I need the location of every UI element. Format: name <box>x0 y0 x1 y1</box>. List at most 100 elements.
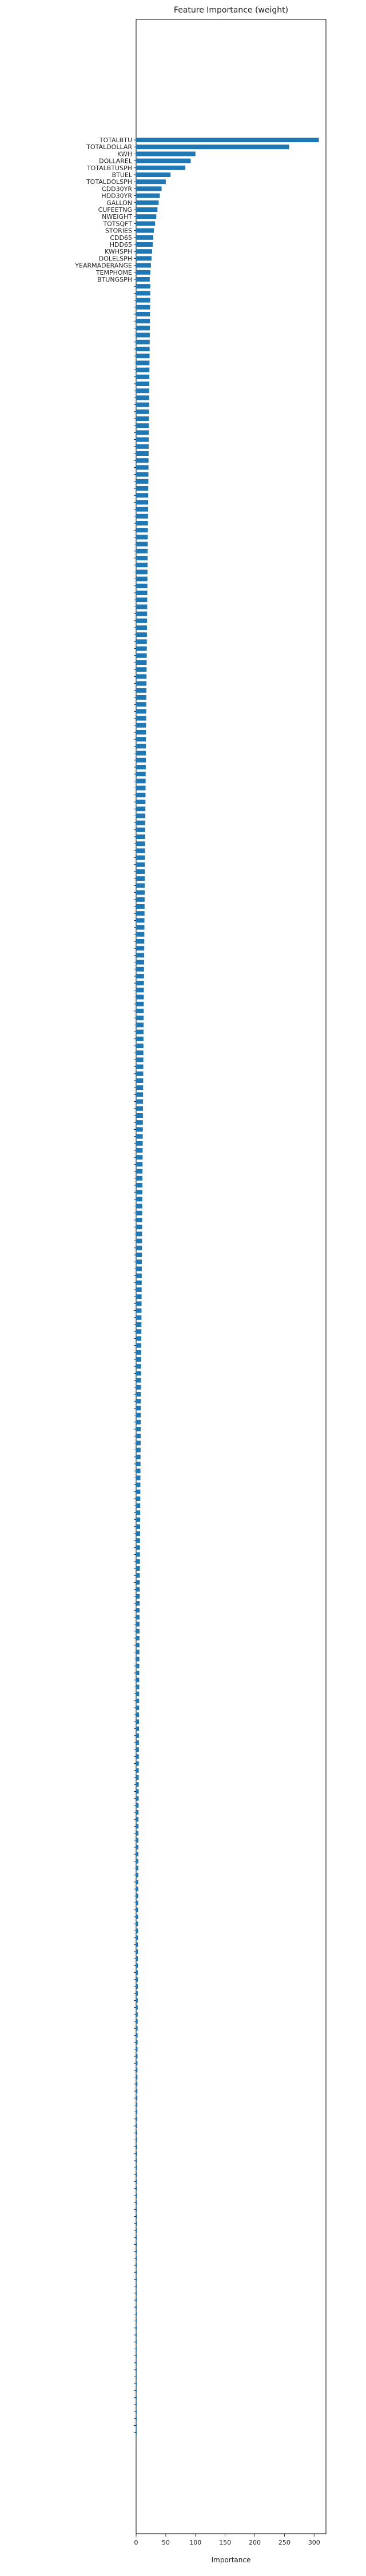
bar-84 <box>136 723 146 728</box>
bar-260 <box>136 1949 138 1954</box>
category-label-4: TOTALBTUSPH <box>86 164 132 172</box>
bar-256 <box>136 1921 138 1927</box>
category-label-0: TOTALBTU <box>99 137 132 144</box>
bar-13 <box>136 228 154 233</box>
bar-266 <box>136 1991 138 1996</box>
bar-243 <box>136 1831 139 1836</box>
category-label-10: CUFEETNG <box>98 206 132 214</box>
bar-206 <box>136 1573 140 1578</box>
bar-54 <box>136 513 148 519</box>
bar-35 <box>136 382 150 386</box>
bar-126 <box>136 1016 144 1021</box>
category-label-3: DOLLAREL <box>99 158 133 165</box>
bar-36 <box>136 388 149 394</box>
bar-259 <box>136 1942 138 1947</box>
bar-263 <box>136 1970 138 1975</box>
bar-120 <box>136 974 144 978</box>
bar-254 <box>136 1907 138 1912</box>
bar-300 <box>136 2228 137 2233</box>
bar-314 <box>136 2325 137 2330</box>
bar-305 <box>136 2263 137 2268</box>
bar-308 <box>136 2284 137 2289</box>
bar-25 <box>136 312 150 316</box>
bar-287 <box>136 2137 138 2142</box>
x-tick-label-3: 150 <box>219 2539 231 2546</box>
bar-138 <box>136 1099 144 1104</box>
bar-239 <box>136 1803 139 1808</box>
bar-199 <box>136 1524 141 1529</box>
bar-99 <box>136 827 145 832</box>
category-label-18: YEARMADERANGE <box>74 262 132 270</box>
bar-181 <box>136 1399 141 1404</box>
bar-66 <box>136 597 148 603</box>
bar-78 <box>136 681 147 686</box>
bar-128 <box>136 1029 144 1034</box>
bar-149 <box>136 1175 143 1181</box>
x-axis: 0 50 100 150 200 250 300 <box>134 2534 320 2546</box>
bar-312 <box>136 2312 137 2317</box>
bar-169 <box>136 1315 142 1320</box>
bar-170 <box>136 1322 142 1327</box>
bar-293 <box>136 2179 137 2184</box>
bar-315 <box>136 2333 137 2337</box>
bar-140 <box>136 1113 143 1118</box>
bar-174 <box>136 1350 141 1355</box>
bar-257 <box>136 1928 138 1933</box>
bar-145 <box>136 1148 143 1153</box>
bar-159 <box>136 1245 142 1250</box>
bar-116 <box>136 946 145 951</box>
bar-104 <box>136 862 145 867</box>
bar-185 <box>136 1427 141 1431</box>
bar-29 <box>136 339 150 344</box>
bar-316 <box>136 2340 137 2345</box>
bar-32 <box>136 360 150 366</box>
bar-127 <box>136 1022 144 1028</box>
bar-43 <box>136 437 149 442</box>
bar-115 <box>136 939 145 944</box>
bar-148 <box>136 1169 143 1174</box>
bar-328 <box>136 2423 137 2428</box>
bar-147 <box>136 1162 143 1167</box>
category-label-8: HDD30YR <box>101 192 132 200</box>
bar-70 <box>136 625 148 630</box>
bar-276 <box>136 2061 138 2066</box>
bar-12 <box>136 221 156 226</box>
bar-49 <box>136 479 149 484</box>
bar-64 <box>136 583 148 588</box>
bar-191 <box>136 1468 141 1474</box>
bar-82 <box>136 709 146 714</box>
bar-111 <box>136 911 145 916</box>
bar-31 <box>136 354 150 359</box>
category-labels: TOTALBTUTOTALDOLLARKWHDOLLARELTOTALBTUSP… <box>74 137 136 2433</box>
bar-168 <box>136 1308 142 1313</box>
bar-277 <box>136 2068 138 2073</box>
category-label-15: HDD65 <box>110 241 132 248</box>
bar-283 <box>136 2109 138 2114</box>
bar-304 <box>136 2256 137 2261</box>
bar-233 <box>136 1761 139 1766</box>
bar-251 <box>136 1887 138 1892</box>
bar-144 <box>136 1141 143 1146</box>
bar-270 <box>136 2019 138 2024</box>
bar-184 <box>136 1419 141 1425</box>
bar-245 <box>136 1845 139 1849</box>
bar-228 <box>136 1726 140 1731</box>
bar-227 <box>136 1719 140 1724</box>
bar-180 <box>136 1392 141 1397</box>
bar-6 <box>136 179 166 184</box>
bar-7 <box>136 186 162 191</box>
bar-100 <box>136 834 145 839</box>
bar-94 <box>136 792 146 797</box>
bar-113 <box>136 925 145 930</box>
bar-72 <box>136 639 147 644</box>
bar-288 <box>136 2144 137 2149</box>
bar-4 <box>136 165 186 170</box>
bar-117 <box>136 953 145 958</box>
bar-306 <box>136 2270 137 2275</box>
bar-322 <box>136 2381 137 2386</box>
bar-86 <box>136 737 146 742</box>
bar-178 <box>136 1378 141 1383</box>
bar-207 <box>136 1580 140 1585</box>
bar-290 <box>136 2158 137 2163</box>
bar-109 <box>136 897 145 902</box>
